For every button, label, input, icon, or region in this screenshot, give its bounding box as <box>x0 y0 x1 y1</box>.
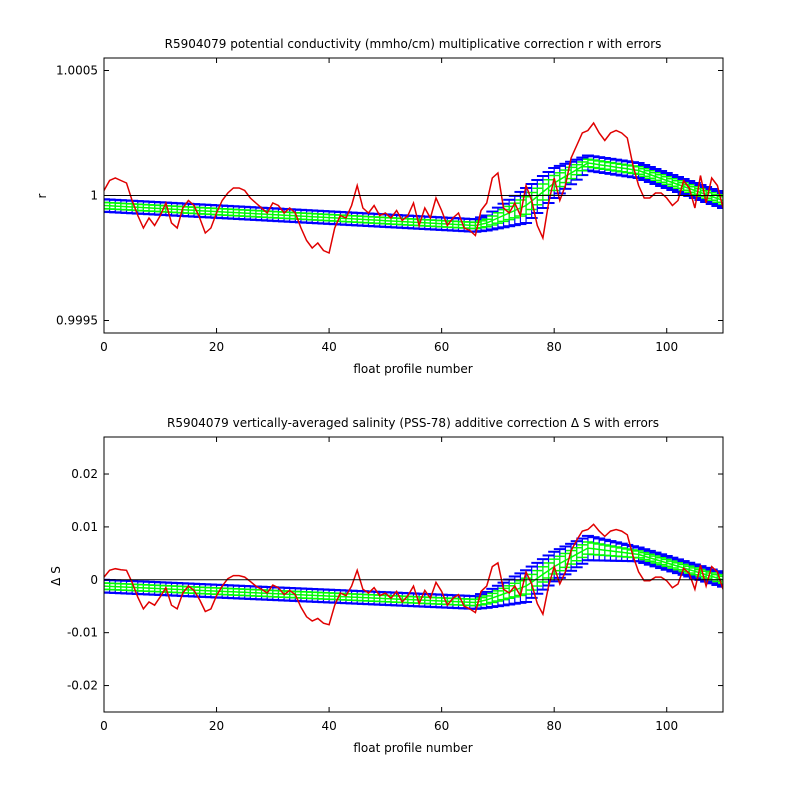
top-x-tick-label: 20 <box>209 340 224 354</box>
bottom-fit-point <box>672 562 683 571</box>
bottom-fit-point <box>560 552 571 569</box>
top-fit-point <box>611 162 622 172</box>
top-fit-point <box>582 158 593 168</box>
top-fit-point <box>599 161 610 170</box>
top-x-tick-label: 40 <box>321 340 336 354</box>
bottom-fit-point <box>667 560 678 569</box>
top-fit-point <box>492 212 503 224</box>
top-fit-point <box>487 215 498 226</box>
bottom-x-tick-label: 100 <box>655 719 678 733</box>
top-fit-point <box>571 163 582 176</box>
bottom-chart-title: R5904079 vertically-averaged salinity (P… <box>167 416 659 430</box>
top-fit-point <box>661 176 672 185</box>
top-fit-point <box>678 182 689 191</box>
top-fit-point <box>481 218 492 228</box>
top-fit-point <box>701 190 712 199</box>
bottom-error-bar <box>717 571 723 588</box>
top-fit-point <box>644 170 655 179</box>
bottom-x-tick-label: 40 <box>321 719 336 733</box>
bottom-x-tick-label: 60 <box>434 719 449 733</box>
top-fit-point <box>667 178 678 187</box>
top-chart-title: R5904079 potential conductivity (mmho/cm… <box>165 37 662 51</box>
bottom-fit-point <box>633 550 644 559</box>
top-x-tick-label: 0 <box>100 340 108 354</box>
top-chart-ylabel: r <box>35 193 49 198</box>
bottom-fit-point <box>639 551 650 561</box>
top-chart-xlabel: float profile number <box>353 362 472 376</box>
top-x-tick-label: 60 <box>434 340 449 354</box>
top-chart: R5904079 potential conductivity (mmho/cm… <box>35 37 724 376</box>
bottom-fit-point <box>656 556 667 566</box>
top-y-tick-label: 1.0005 <box>56 64 98 78</box>
bottom-fit-point <box>571 546 582 562</box>
bottom-axes-frame <box>103 436 724 713</box>
bottom-chart-ylabel: Δ S <box>49 566 63 586</box>
bottom-fit-point <box>543 562 554 579</box>
bottom-x-tick-label: 20 <box>209 719 224 733</box>
top-fit-point <box>588 159 599 169</box>
top-fit-point <box>549 174 560 192</box>
top-chart-plot-area: 0 20 40 60 80 100 0.9995 1 1.0005 <box>56 57 724 354</box>
bottom-x-tick-label: 0 <box>100 719 108 733</box>
top-y-tick-label: 0.9995 <box>56 314 98 328</box>
bottom-chart: R5904079 vertically-averaged salinity (P… <box>49 416 724 755</box>
top-fit-point <box>605 161 616 171</box>
bottom-y-tick-label: 0.02 <box>71 467 98 481</box>
bottom-y-tick-label: -0.01 <box>67 626 98 640</box>
bottom-x-tick-label: 80 <box>547 719 562 733</box>
top-raw-line <box>104 121 723 255</box>
bottom-chart-xlabel: float profile number <box>353 741 472 755</box>
bottom-fit-point <box>661 558 672 568</box>
top-fit-point <box>566 166 577 180</box>
top-x-tick-label: 100 <box>655 340 678 354</box>
top-fit-point <box>650 172 661 181</box>
top-fit-point <box>532 187 543 206</box>
bottom-fit-point <box>481 595 492 605</box>
top-fit-point <box>616 163 627 173</box>
bottom-fit-point <box>577 544 588 559</box>
bottom-fit-point <box>644 553 655 562</box>
bottom-fit-point <box>718 575 723 584</box>
top-fit-point <box>656 174 667 183</box>
bottom-fit-point <box>487 592 498 604</box>
bottom-fit-point <box>650 555 661 564</box>
top-fit-point <box>639 168 650 177</box>
bottom-y-tick-label: -0.02 <box>67 679 98 693</box>
bottom-y-tick-label: 0 <box>90 573 98 587</box>
bottom-chart-plot-area: 0 20 40 60 80 100 -0.02 -0.01 0 0.01 0.02 <box>67 436 724 733</box>
top-y-tick-label: 1 <box>90 189 98 203</box>
top-x-tick-label: 80 <box>547 340 562 354</box>
bottom-y-tick-label: 0.01 <box>71 520 98 534</box>
top-fit-point <box>498 208 509 223</box>
top-fit-point <box>577 161 588 172</box>
top-fit-point <box>521 196 532 215</box>
bottom-raw-line <box>104 523 723 626</box>
bottom-fit-point <box>554 555 565 572</box>
top-fit-point <box>622 164 633 174</box>
bottom-fit-point <box>532 569 543 587</box>
top-fit-point <box>594 160 605 170</box>
bottom-fit-point <box>492 590 503 602</box>
top-fit-point <box>537 183 548 201</box>
